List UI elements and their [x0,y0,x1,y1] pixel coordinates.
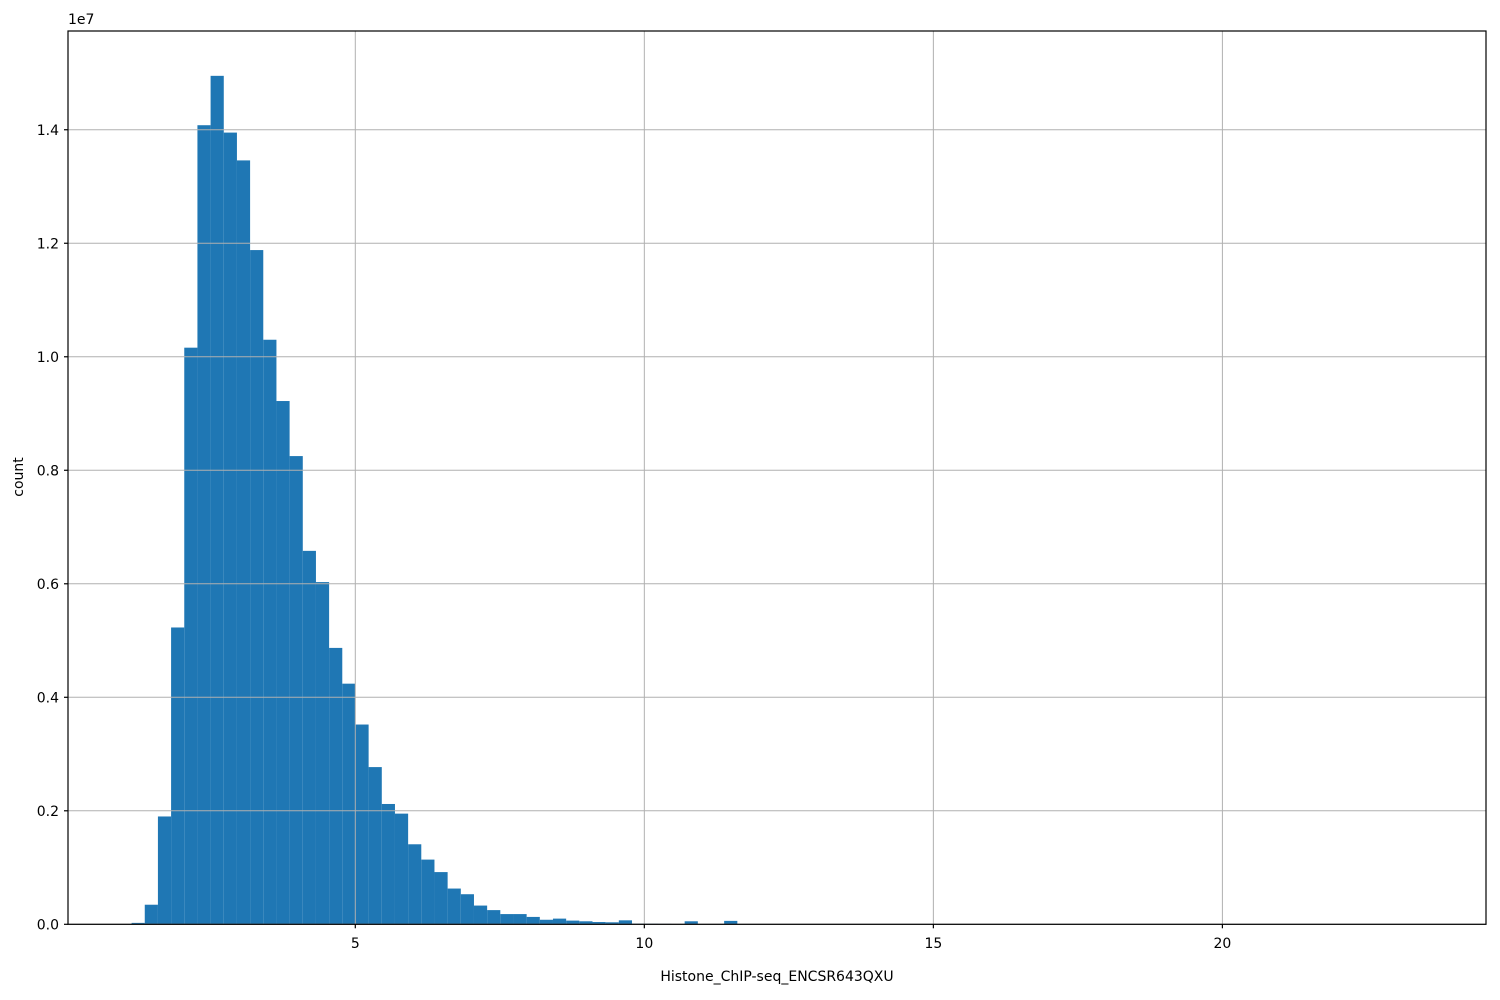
y-axis-label: count [11,457,27,497]
ticks-layer: 5 10 15 20 0.0 0.2 0.4 0.6 0.8 1.0 1.2 1.4 [37,123,1232,952]
histogram-bar [210,75,224,925]
histogram-bar [539,919,553,925]
histogram-bar [131,922,145,925]
y-tick-label: 0.2 [37,804,59,820]
histogram-bar [289,456,303,925]
histogram-bar [724,920,738,925]
histogram-bar [315,582,330,925]
y-tick-label: 0.4 [37,690,59,706]
histogram-bar [263,339,277,925]
histogram-bar [381,803,395,925]
histogram-bar [487,910,501,925]
histogram-bar [144,904,158,925]
histogram-bar [513,914,527,925]
histogram-bar [605,922,619,925]
y-tick-label: 0.8 [37,463,59,479]
x-tick-label: 20 [1213,936,1231,952]
histogram-bar [408,844,422,925]
histogram-bar [236,160,251,925]
histogram-bar [592,922,606,925]
grid-layer [68,31,1486,925]
histogram-bar [473,905,488,925]
histogram-bar [157,816,172,925]
histogram-bar [250,250,264,925]
histogram-bar [342,683,356,925]
histogram-bar [447,888,461,925]
histogram-bar [552,918,567,925]
bars-layer [131,75,738,925]
y-tick-label: 1.0 [37,350,59,366]
x-tick-label: 10 [635,936,653,952]
histogram-bar [276,401,290,925]
histogram-bar [394,813,409,925]
histogram-bar [526,916,540,925]
histogram-bar [460,894,474,925]
histogram-bar [329,647,343,925]
histogram-bar [184,347,198,925]
x-tick-label: 5 [351,936,360,952]
histogram-bar [618,920,632,925]
y-tick-label: 1.4 [37,123,59,139]
histogram-bar [302,550,316,925]
histogram-bar [171,627,185,925]
histogram-bar [197,125,211,925]
y-tick-label: 0.6 [37,577,59,593]
histogram-bar [579,921,593,925]
y-tick-label: 1.2 [37,236,59,252]
histogram-bar [434,872,448,925]
histogram-bar [355,724,369,925]
histogram-bar [421,859,435,925]
histogram-bar [223,132,237,925]
y-tick-label: 0.0 [37,917,59,933]
histogram-bar [500,914,514,925]
histogram-bar [684,921,698,925]
x-axis-label: Histone_ChIP-seq_ENCSR643QXU [660,969,893,985]
histogram-bar [566,920,580,925]
plot-frame [67,30,1487,925]
y-axis-offset-label: 1e7 [68,12,94,28]
histogram-bar [368,767,382,925]
x-tick-label: 15 [924,936,942,952]
